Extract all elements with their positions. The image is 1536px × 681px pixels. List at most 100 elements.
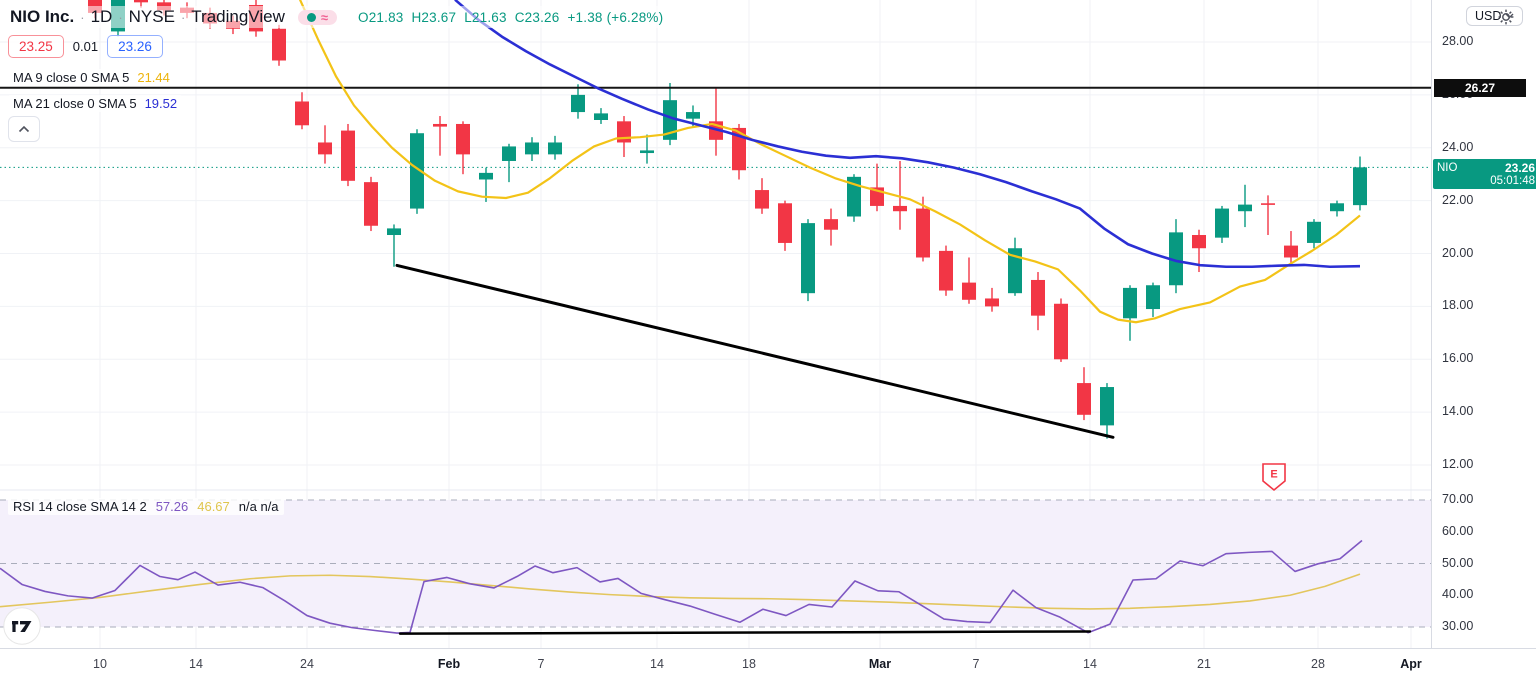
rsi-sma-line[interactable]: [0, 573, 1361, 610]
ask-price-button[interactable]: 23.26: [107, 35, 163, 58]
candle-body[interactable]: [663, 100, 677, 140]
candle-body[interactable]: [456, 123, 470, 155]
candle-body[interactable]: [479, 172, 493, 180]
candle-body[interactable]: [1123, 287, 1137, 319]
candle-body[interactable]: [640, 150, 654, 154]
candle-body[interactable]: [1100, 387, 1114, 426]
time-tick-label: 14: [650, 657, 664, 671]
candle-body[interactable]: [1054, 303, 1068, 360]
last-price-tag[interactable]: NIO 23.26 05:01:48: [1433, 159, 1536, 190]
candle-body[interactable]: [341, 130, 355, 181]
candle-body[interactable]: [318, 142, 332, 155]
candle-body[interactable]: [571, 94, 585, 113]
candle-body[interactable]: [134, 0, 148, 3]
candle-body[interactable]: [893, 205, 907, 212]
currency-label: USD: [1475, 9, 1502, 23]
candle-body[interactable]: [755, 190, 769, 209]
candle-body[interactable]: [410, 133, 424, 209]
candle-body[interactable]: [1215, 208, 1229, 238]
candle-body[interactable]: [1330, 203, 1344, 212]
rsi-legend[interactable]: RSI 14 close SMA 14 2 57.26 46.67 n/a n/…: [8, 498, 284, 515]
ma21-line[interactable]: [454, 0, 1361, 269]
price-tick-label: 14.00: [1442, 404, 1474, 419]
candle-body[interactable]: [939, 250, 953, 291]
candle-body[interactable]: [364, 182, 378, 226]
candle-body[interactable]: [433, 123, 447, 127]
separator-dot: ·: [80, 9, 85, 25]
candle-body[interactable]: [1008, 248, 1022, 294]
rsi-value: 57.26: [155, 499, 189, 514]
interval-value[interactable]: 1D: [90, 7, 113, 26]
time-axis[interactable]: 10 14 24 Feb 7 14 18 Mar 7 14 21 28 Apr: [0, 648, 1536, 681]
time-tick-label: Apr: [1400, 657, 1422, 671]
horizontal-level-price-tag[interactable]: 26.27: [1434, 78, 1526, 97]
candle-body[interactable]: [1169, 232, 1183, 286]
candle-body[interactable]: [525, 142, 539, 155]
ohlc-high: H23.67: [411, 9, 457, 25]
separator-dot: ·: [118, 9, 123, 25]
candle-body[interactable]: [732, 127, 746, 171]
separator-dot: ·: [180, 9, 186, 25]
chart-settings-button[interactable]: [1496, 7, 1516, 32]
candle-body[interactable]: [801, 223, 815, 294]
candle-body[interactable]: [594, 113, 608, 120]
candle-body[interactable]: [962, 282, 976, 300]
rsi-tick-label: 40.00: [1442, 587, 1474, 602]
price-tick-label: 22.00: [1442, 192, 1474, 207]
candle-body[interactable]: [1192, 235, 1206, 249]
ma9-line[interactable]: [298, 0, 1361, 324]
chevron-up-icon: [18, 125, 30, 133]
candle-body[interactable]: [916, 208, 930, 258]
candle-body[interactable]: [1353, 167, 1367, 206]
vendor-link[interactable]: TradingView: [191, 7, 285, 26]
bid-price-button[interactable]: 23.25: [8, 35, 64, 58]
candle-body[interactable]: [548, 142, 562, 155]
candle-body[interactable]: [502, 146, 516, 161]
market-status-pill[interactable]: ≈: [297, 9, 337, 25]
time-tick-label: 14: [189, 657, 203, 671]
earnings-badge[interactable]: E: [1262, 463, 1286, 492]
rsi-line[interactable]: [0, 539, 1363, 634]
candle-body[interactable]: [824, 219, 838, 230]
candle-body[interactable]: [1284, 245, 1298, 258]
gear-icon: [1498, 9, 1514, 25]
candle-body[interactable]: [1031, 279, 1045, 316]
ohlc-low: L21.63: [464, 9, 507, 25]
candle-body[interactable]: [1238, 204, 1252, 212]
price-tick-label: 24.00: [1442, 139, 1474, 154]
candle-body[interactable]: [1261, 203, 1275, 205]
tradingview-logo[interactable]: [3, 607, 41, 650]
candle-body[interactable]: [1077, 383, 1091, 415]
exchange-name[interactable]: NYSE: [128, 7, 175, 26]
ma9-legend[interactable]: MA 9 close 0 SMA 5 21.44: [8, 69, 175, 86]
time-tick-label: 24: [300, 657, 314, 671]
candle-body[interactable]: [387, 228, 401, 236]
rsi-label: RSI 14 close SMA 14 2: [13, 499, 147, 514]
price-axis[interactable]: USD 26.27 NIO 23.26 05:01:48 28.0026.002…: [1431, 0, 1536, 648]
candle-body[interactable]: [985, 298, 999, 307]
ohlc-close: C23.26: [514, 9, 560, 25]
candle-body[interactable]: [272, 28, 286, 61]
candle-body[interactable]: [1307, 221, 1321, 243]
symbol-name[interactable]: NIO Inc.: [10, 7, 75, 26]
candle-body[interactable]: [778, 203, 792, 243]
collapse-legend-button[interactable]: [8, 116, 40, 142]
rsi-trendline[interactable]: [398, 630, 1092, 635]
delayed-data-wave-icon: ≈: [320, 9, 328, 25]
ma21-legend[interactable]: MA 21 close 0 SMA 5 19.52: [8, 95, 183, 112]
candle-body[interactable]: [295, 101, 309, 126]
candle-body[interactable]: [847, 176, 861, 217]
price-trendline[interactable]: [395, 263, 1115, 439]
rsi-tick-label: 60.00: [1442, 523, 1474, 538]
price-tick-label: 18.00: [1442, 298, 1474, 313]
time-tick-label: 14: [1083, 657, 1097, 671]
ma9-label: MA 9 close 0 SMA 5: [13, 70, 130, 85]
candle-body[interactable]: [686, 112, 700, 119]
time-tick-label: 28: [1311, 657, 1325, 671]
rsi-tick-label: 70.00: [1442, 492, 1474, 506]
time-tick-label: 7: [537, 657, 545, 671]
ma21-value: 19.52: [144, 96, 178, 111]
time-tick-label: Feb: [437, 657, 461, 671]
candle-body[interactable]: [1146, 285, 1160, 310]
